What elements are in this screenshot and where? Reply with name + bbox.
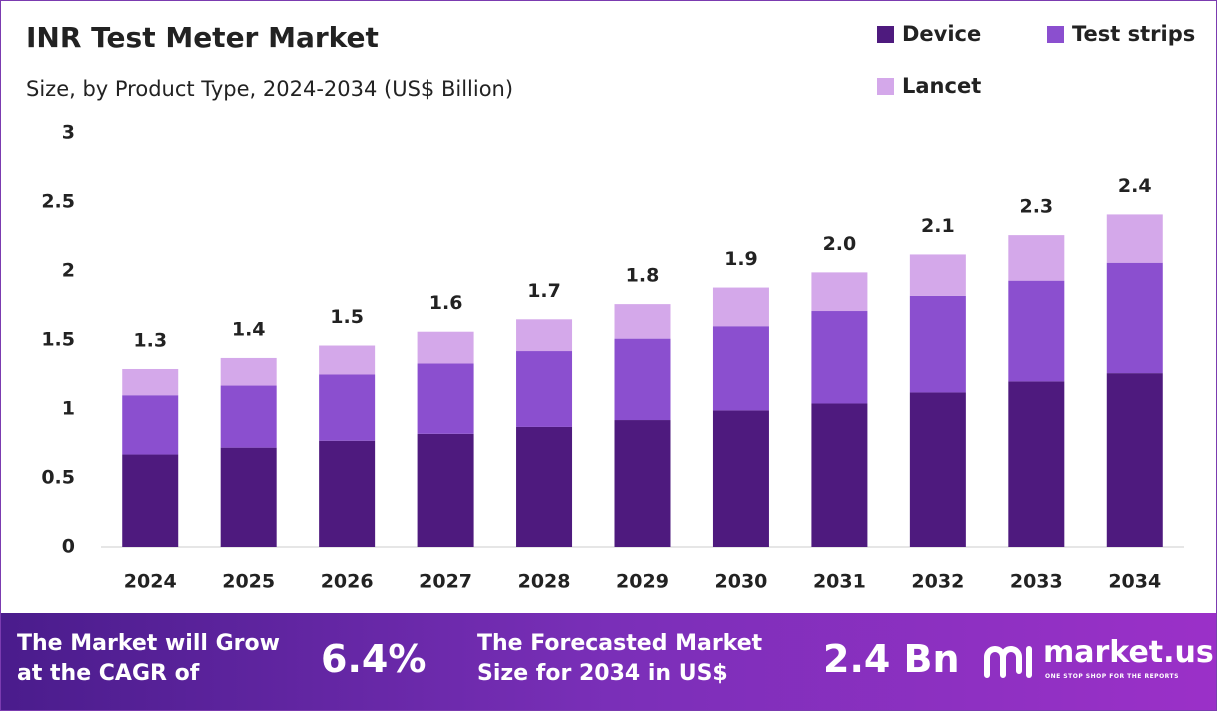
cagr-text: The Market will Grow at the CAGR of — [17, 631, 280, 686]
y-tick-label: 1.5 — [41, 329, 75, 351]
bar-segment — [516, 351, 573, 427]
bar-segment — [516, 426, 573, 547]
bar-segment — [122, 395, 179, 455]
chart-subtitle: Size, by Product Type, 2024-2034 (US$ Bi… — [26, 77, 513, 101]
total-label: 2.3 — [1019, 196, 1053, 218]
bar-segment — [417, 433, 474, 547]
legend-label: Test strips — [1072, 22, 1195, 46]
x-tick-label: 2027 — [419, 571, 472, 593]
bar-segment — [712, 287, 769, 327]
bar-segment — [417, 331, 474, 364]
total-label: 2.4 — [1118, 175, 1152, 197]
bar-segment — [220, 447, 277, 547]
total-label: 1.3 — [133, 329, 167, 351]
total-label: 1.5 — [330, 306, 364, 328]
legend-label: Lancet — [902, 74, 981, 98]
bar-segment — [516, 319, 573, 352]
brand-logo — [984, 646, 1032, 678]
y-tick-label: 1 — [62, 398, 75, 420]
legend-label: Device — [902, 22, 981, 46]
bar-segment — [712, 326, 769, 411]
bar-segment — [909, 392, 966, 547]
x-tick-label: 2028 — [518, 571, 571, 593]
bar-segment — [1008, 235, 1065, 281]
x-tick-label: 2026 — [321, 571, 374, 593]
bar-segment — [220, 385, 277, 448]
y-tick-label: 0 — [62, 536, 75, 558]
bar-segment — [614, 304, 671, 339]
total-label: 1.8 — [626, 265, 660, 287]
y-tick-label: 3 — [62, 122, 75, 144]
x-tick-label: 2031 — [813, 571, 866, 593]
bar-segment — [614, 338, 671, 421]
total-label: 1.6 — [429, 292, 463, 314]
x-tick-label: 2030 — [715, 571, 768, 593]
chart-title: INR Test Meter Market — [26, 21, 379, 54]
forecast-text: The Forecasted Market Size for 2034 in U… — [477, 631, 763, 686]
bar-segment — [319, 345, 376, 375]
bar-segment — [811, 403, 868, 547]
legend-swatch — [877, 26, 894, 43]
bar-segment — [220, 357, 277, 386]
total-label: 1.9 — [724, 248, 758, 270]
bar-segment — [417, 363, 474, 434]
bar-segment — [1106, 262, 1163, 374]
tagline: ONE STOP SHOP FOR THE REPORTS — [1045, 673, 1179, 680]
bar-segment — [712, 410, 769, 547]
chart: INR Test Meter Market Size, by Product T… — [26, 21, 1195, 593]
cagr-value: 6.4% — [321, 637, 427, 681]
x-tick-label: 2029 — [616, 571, 669, 593]
bar-segment — [122, 454, 179, 547]
bar-segment — [811, 272, 868, 312]
x-tick-label: 2025 — [222, 571, 275, 593]
y-tick-label: 0.5 — [41, 467, 75, 489]
y-tick-label: 2.5 — [41, 191, 75, 213]
forecast-value: 2.4 Bn — [823, 637, 960, 681]
bar-segment — [319, 440, 376, 547]
bar-segment — [122, 368, 179, 396]
x-tick-label: 2024 — [124, 571, 177, 593]
footer: The Market will Grow at the CAGR of 6.4%… — [1, 613, 1216, 710]
brand: market.us — [1043, 635, 1214, 670]
total-label: 1.4 — [232, 318, 266, 340]
x-tick-label: 2032 — [911, 571, 964, 593]
x-tick-label: 2033 — [1010, 571, 1063, 593]
bar-segment — [1106, 373, 1163, 547]
bar-segment — [909, 295, 966, 393]
bar-segment — [909, 254, 966, 296]
legend-swatch — [877, 78, 894, 95]
bar-segment — [1106, 214, 1163, 263]
total-label: 2.1 — [921, 215, 955, 237]
bar-segment — [1008, 280, 1065, 382]
y-tick-label: 2 — [62, 260, 75, 282]
bar-segment — [1008, 381, 1065, 547]
bar-segment — [319, 374, 376, 441]
x-tick-label: 2034 — [1108, 571, 1161, 593]
bar-segment — [811, 311, 868, 404]
bar-segment — [614, 420, 671, 547]
legend-swatch — [1047, 26, 1064, 43]
total-label: 2.0 — [823, 233, 857, 255]
total-label: 1.7 — [527, 280, 561, 302]
